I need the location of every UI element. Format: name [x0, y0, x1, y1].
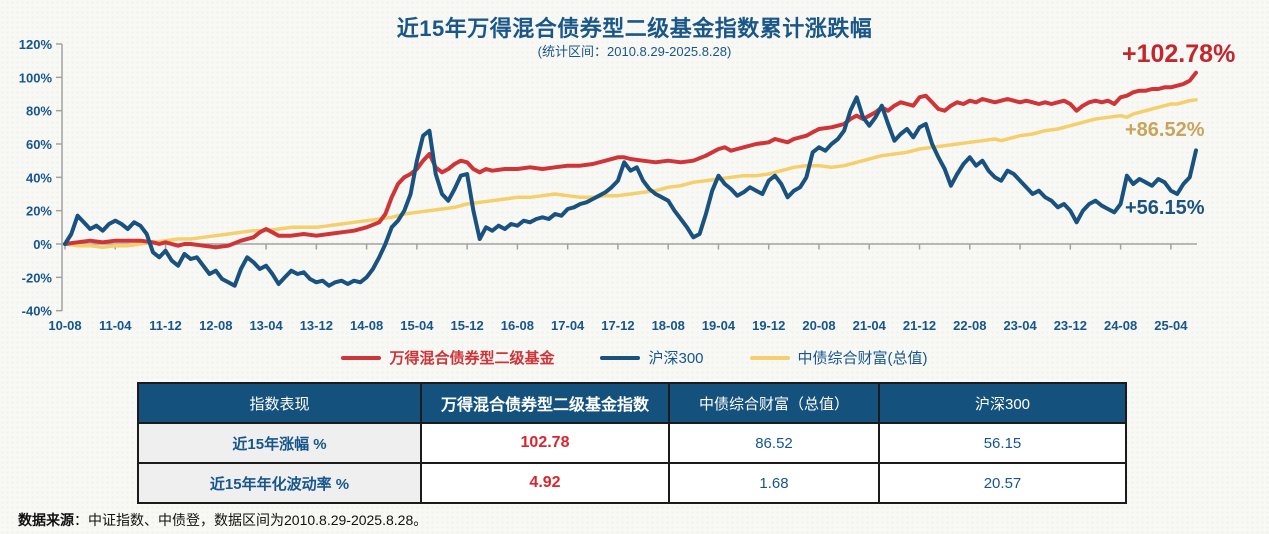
table-header-hs300: 沪深300	[878, 382, 1127, 424]
y-axis-tick-label: 100%	[19, 70, 53, 85]
data-source-note: 数据来源：中证指数、中债登，数据区间为2010.8.29-2025.8.28。	[18, 510, 427, 530]
legend-label-hs300: 沪深300	[648, 350, 704, 367]
legend-item-fund: 万得混合债券型二级基金	[341, 347, 554, 368]
data-source-label: 数据来源	[18, 512, 74, 528]
x-axis-tick-label: 14-08	[350, 318, 383, 333]
legend-dash-bond-icon	[749, 355, 790, 360]
x-axis-tick-label: 18-08	[652, 318, 685, 333]
volatility-fund-value: 4.92	[420, 462, 670, 504]
table-row-volatility: 近15年年化波动率 % 4.92 1.68 20.57	[137, 462, 1127, 504]
y-axis-tick-label: -40%	[22, 304, 53, 319]
table-header-row: 指数表现 万得混合债券型二级基金指数 中债综合财富（总值） 沪深300	[137, 382, 1127, 424]
y-axis-tick-label: 20%	[26, 204, 52, 219]
x-axis-tick-label: 10-08	[48, 318, 81, 333]
legend-label-fund: 万得混合债券型二级基金	[389, 350, 555, 367]
legend-dash-fund-icon	[341, 355, 382, 360]
row-label-volatility: 近15年年化波动率 %	[137, 462, 422, 504]
data-source-text: ：中证指数、中债登，数据区间为2010.8.29-2025.8.28。	[74, 512, 428, 528]
y-axis-tick-label: 80%	[26, 104, 52, 119]
x-axis-tick-label: 25-04	[1154, 318, 1188, 333]
return-bond-value: 86.52	[668, 422, 880, 464]
series-line-bond	[63, 98, 1198, 250]
x-axis-tick-label: 17-12	[601, 318, 634, 333]
end-value-label-bond: +86.52%	[1125, 119, 1205, 141]
x-axis-tick-label: 11-12	[149, 318, 182, 333]
row-label-return: 近15年涨幅 %	[137, 422, 422, 464]
x-axis-tick-label: 19-12	[752, 318, 785, 333]
x-axis-tick-label: 19-04	[702, 318, 736, 333]
legend-dash-hs300-icon	[600, 355, 641, 360]
x-axis-tick-label: 23-04	[1003, 318, 1037, 333]
y-axis-tick-label: 60%	[26, 137, 52, 152]
x-axis-tick-label: 13-04	[249, 318, 283, 333]
return-fund-value: 102.78	[420, 422, 670, 464]
x-axis-tick-label: 21-04	[853, 318, 887, 333]
chart-title: 近15年万得混合债券型二级基金指数累计涨跌幅	[396, 16, 873, 41]
legend-item-bond: 中债综合财富(总值)	[749, 347, 928, 368]
chart-subtitle: (统计区间：2010.8.29-2025.8.28)	[537, 44, 732, 59]
x-axis-tick-label: 12-08	[199, 318, 232, 333]
x-axis-tick-label: 11-04	[99, 318, 132, 333]
legend-label-bond: 中债综合财富(总值)	[797, 350, 928, 367]
end-value-label-fund: +102.78%	[1122, 40, 1236, 68]
x-axis-tick-label: 23-12	[1054, 318, 1087, 333]
volatility-bond-value: 1.68	[668, 462, 880, 504]
index-performance-table: 指数表现 万得混合债券型二级基金指数 中债综合财富（总值） 沪深300 近15年…	[137, 382, 1127, 504]
series-line-hs300	[63, 95, 1198, 288]
series-line-fund	[63, 70, 1198, 250]
x-axis-tick-label: 13-12	[300, 318, 333, 333]
x-axis-tick-label: 21-12	[903, 318, 936, 333]
x-axis-tick-label: 16-08	[501, 318, 534, 333]
table-header-bond-index: 中债综合财富（总值）	[668, 382, 880, 424]
return-hs300-value: 56.15	[878, 422, 1127, 464]
x-axis-tick-label: 15-04	[400, 318, 434, 333]
legend-item-hs300: 沪深300	[600, 347, 704, 368]
x-axis-tick-label: 22-08	[953, 318, 986, 333]
x-axis-tick-label: 15-12	[451, 318, 484, 333]
table-row-return: 近15年涨幅 % 102.78 86.52 56.15	[137, 422, 1127, 464]
y-axis-tick-label: 0%	[33, 237, 52, 252]
volatility-hs300-value: 20.57	[878, 462, 1127, 504]
x-axis-tick-label: 24-08	[1104, 318, 1137, 333]
x-axis-tick-label: 20-08	[802, 318, 835, 333]
y-axis-tick-label: 40%	[26, 170, 52, 185]
chart-legend: 万得混合债券型二级基金 沪深300 中债综合财富(总值)	[0, 347, 1269, 368]
table-header-fund-index: 万得混合债券型二级基金指数	[420, 382, 670, 424]
x-axis-tick-label: 17-04	[551, 318, 585, 333]
end-value-label-hs300: +56.15%	[1125, 197, 1205, 219]
table-header-metric: 指数表现	[137, 382, 422, 424]
y-axis-tick-label: -20%	[22, 270, 53, 285]
y-axis-tick-label: 120%	[19, 37, 53, 52]
